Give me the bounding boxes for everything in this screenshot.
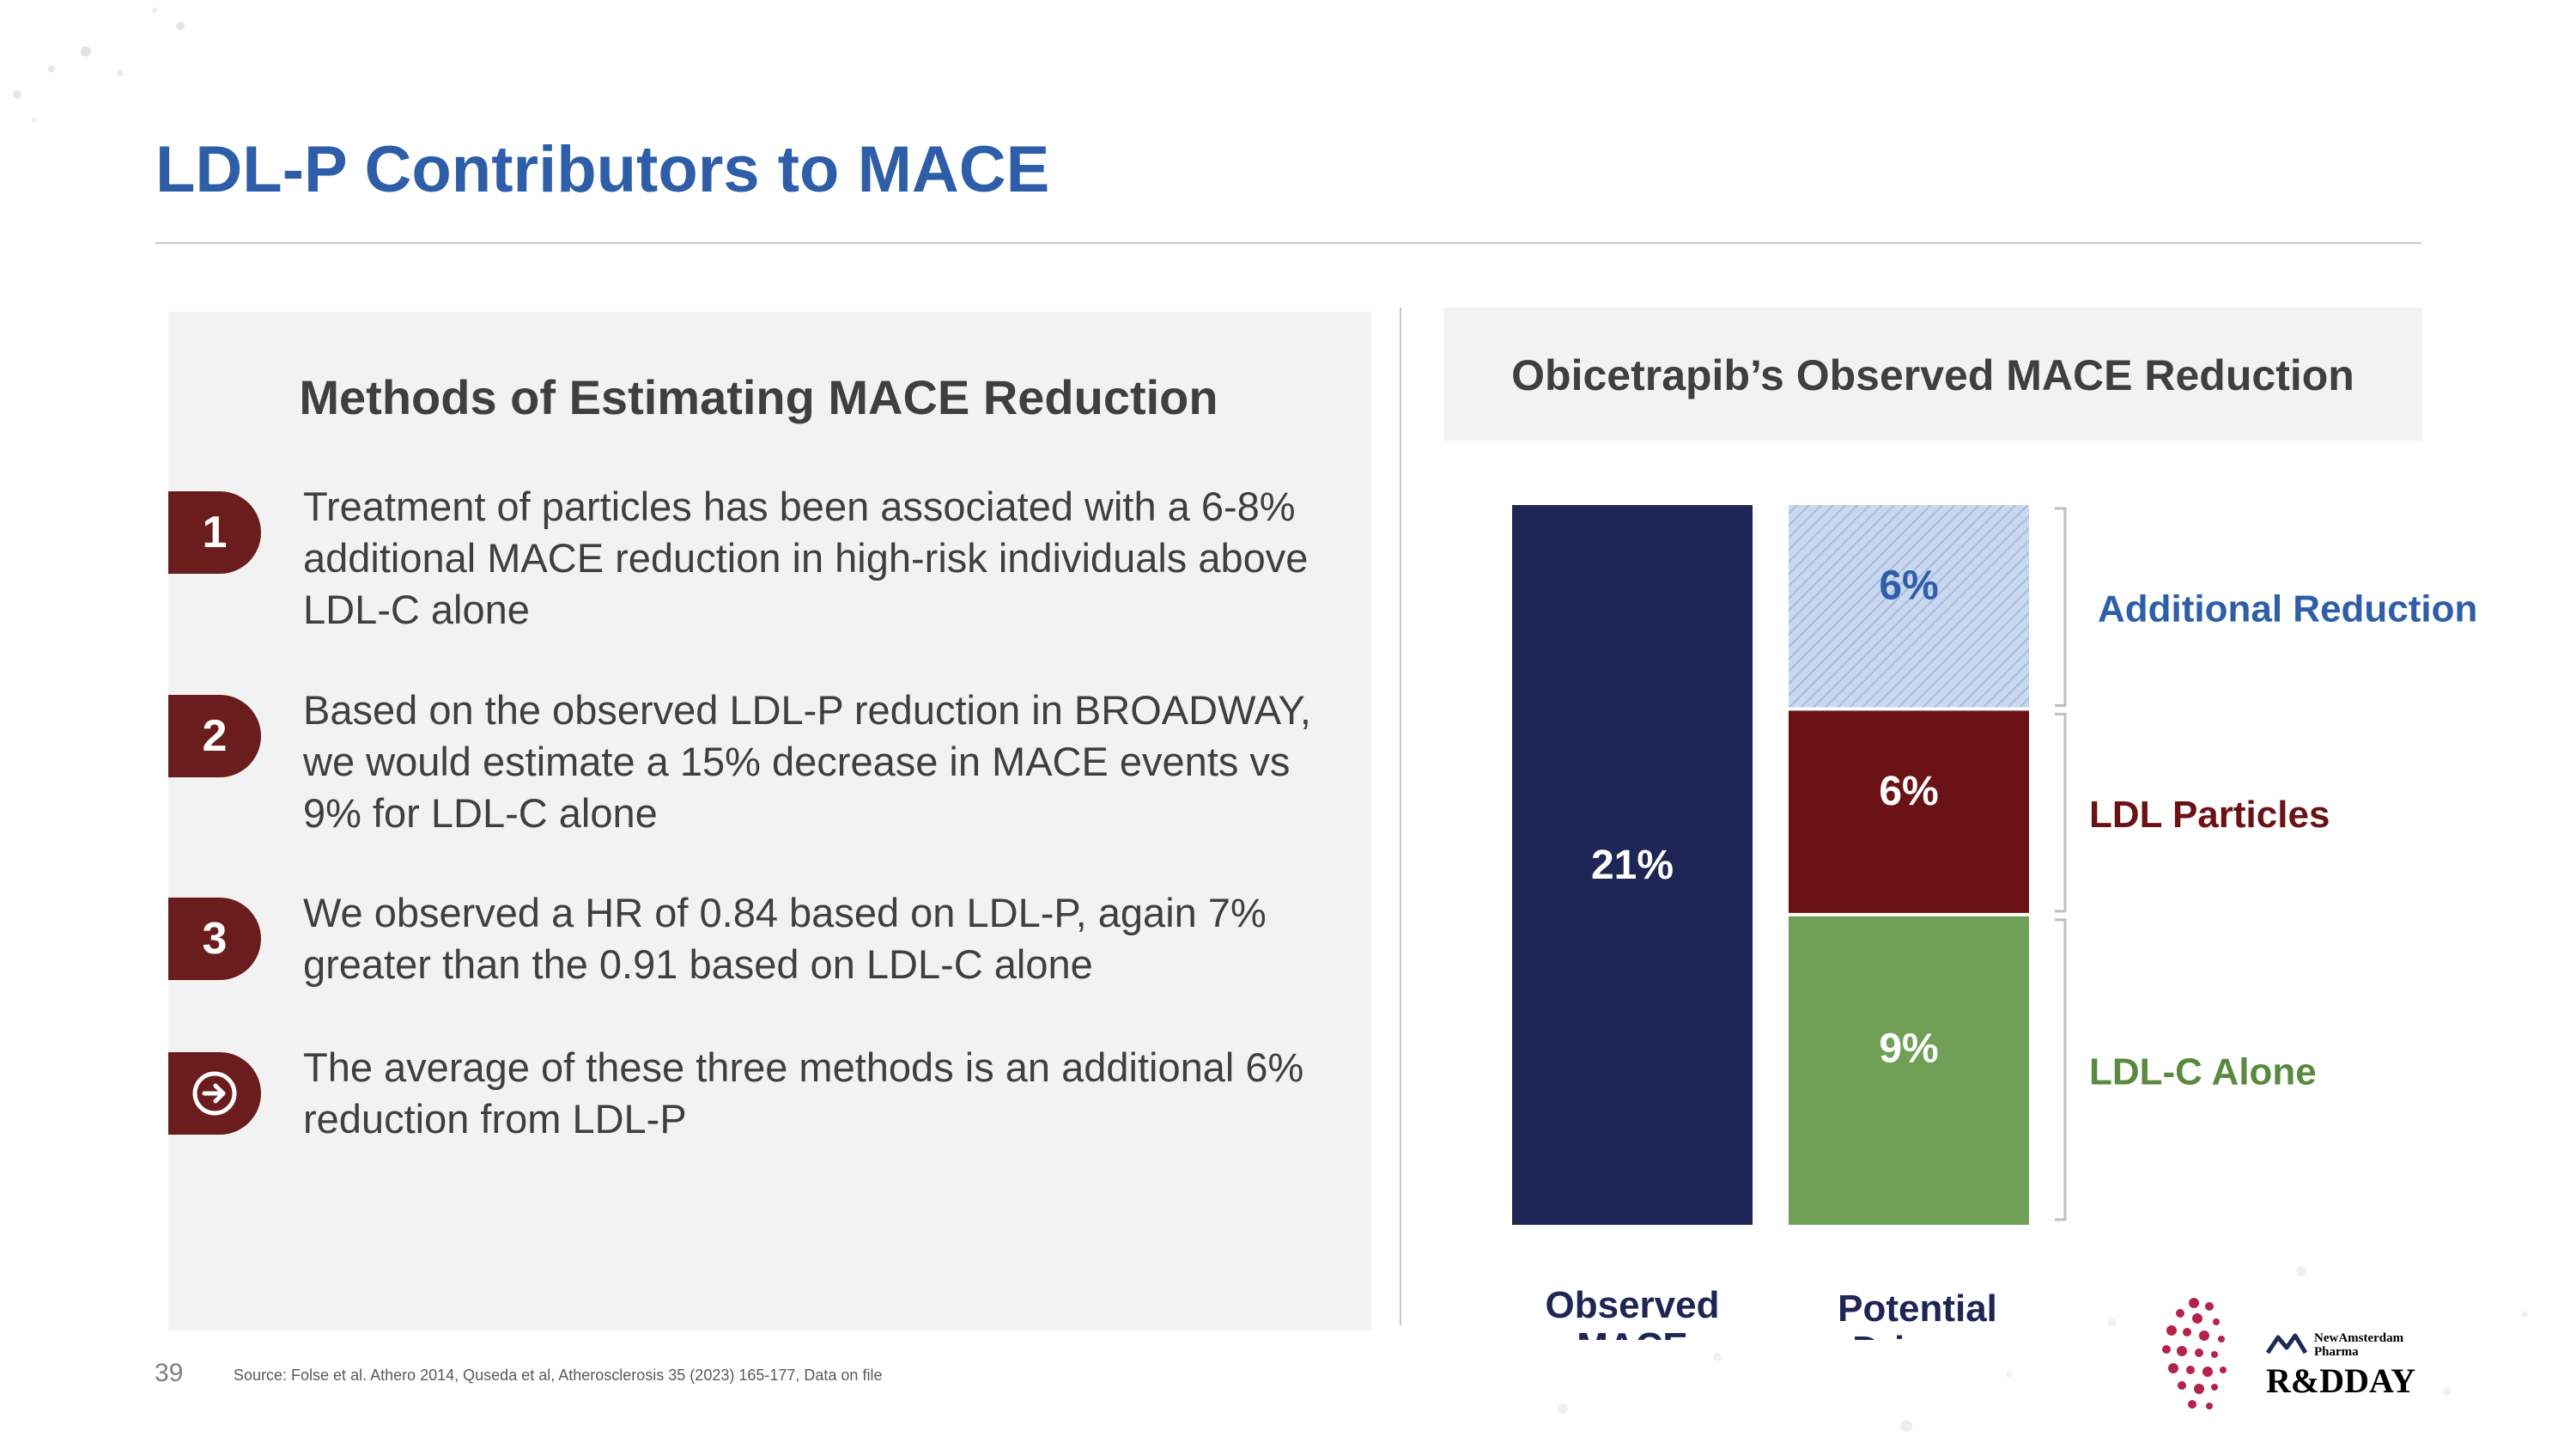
method-text-2: Based on the observed LDL-P reduction in…	[303, 687, 1311, 836]
bracket-ldl-particles	[2055, 712, 2067, 913]
bracket-label-ldl-c-alone: LDL-C Alone	[2089, 1050, 2317, 1093]
bar-ldl-c-alone	[1789, 916, 2029, 1225]
data-label-ldl-particles: 6%	[1879, 769, 1938, 814]
arrow-circle-icon	[168, 1052, 261, 1135]
panel-divider	[1400, 307, 1401, 1325]
category-label-0-1: MACE	[1577, 1325, 1688, 1340]
dot-cluster-icon	[2162, 1298, 2227, 1409]
method-text-3: We observed a HR of 0.84 based on LDL-P,…	[303, 890, 1267, 987]
brand-name-line2: Pharma	[2314, 1345, 2359, 1359]
brand-name-line1: NewAmsterdam	[2314, 1331, 2404, 1345]
data-label-additional-reduction: 6%	[1879, 563, 1938, 609]
method-badge-1: 1	[168, 491, 261, 574]
method-badge-2: 2	[168, 695, 261, 777]
category-label-1-1: Drivers	[1852, 1329, 1983, 1340]
mace-chart: 21% 9% 6% 6% LDL-C Alone LDL Particles Additio…	[1512, 505, 2477, 1340]
method-item-3: 3 We observed a HR of 0.84 based on LDL-…	[168, 890, 1371, 1069]
rd-day-logo: NewAmsterdam Pharma R&DDAY	[2162, 1298, 2415, 1409]
data-label-observed-mace: 21%	[1591, 843, 1674, 888]
event-name: R&DDAY	[2266, 1361, 2415, 1400]
method-item-summary: The average of these three methods is an…	[168, 1044, 1371, 1224]
decorative-dots-top-left	[13, 8, 185, 123]
method-badge-3: 3	[168, 898, 261, 980]
chart-header-box	[1443, 307, 2422, 441]
page-title: LDL-P Contributors to MACE	[155, 133, 1050, 206]
data-label-ldl-c-alone: 9%	[1879, 1026, 1938, 1071]
category-label-1-0: Potential	[1838, 1288, 1997, 1330]
bar-ldl-particles	[1789, 710, 2029, 913]
chart-title: Obicetrapib’s Observed MACE Reduction	[1511, 351, 2354, 399]
source-note: Source: Folse et al. Athero 2014, Quseda…	[234, 1367, 883, 1384]
bracket-ldl-c-alone	[2055, 918, 2067, 1221]
method-item-1: 1 Treatment of particles has been associ…	[168, 484, 1371, 663]
bracket-label-ldl-particles: LDL Particles	[2089, 794, 2330, 836]
decorative-dots-bottom-right	[1558, 1266, 2528, 1432]
method-item-2: 2 Based on the observed LDL-P reduction …	[168, 687, 1371, 867]
title-divider	[155, 242, 2421, 244]
methods-heading: Methods of Estimating MACE Reduction	[299, 370, 1218, 424]
method-text-summary: The average of these three methods is an…	[303, 1044, 1304, 1142]
brand-mark-icon	[2265, 1333, 2308, 1355]
bracket-additional-reduction	[2055, 507, 2067, 707]
category-label-0-0: Observed	[1546, 1284, 1720, 1326]
bar-observed-mace	[1512, 505, 1753, 1225]
methods-panel	[168, 312, 1371, 1330]
method-text-1: Treatment of particles has been associat…	[303, 484, 1309, 632]
bracket-label-additional-reduction: Additional Reduction	[2098, 588, 2477, 630]
page-number: 39	[155, 1359, 184, 1387]
bar-additional-reduction	[1789, 505, 2029, 708]
